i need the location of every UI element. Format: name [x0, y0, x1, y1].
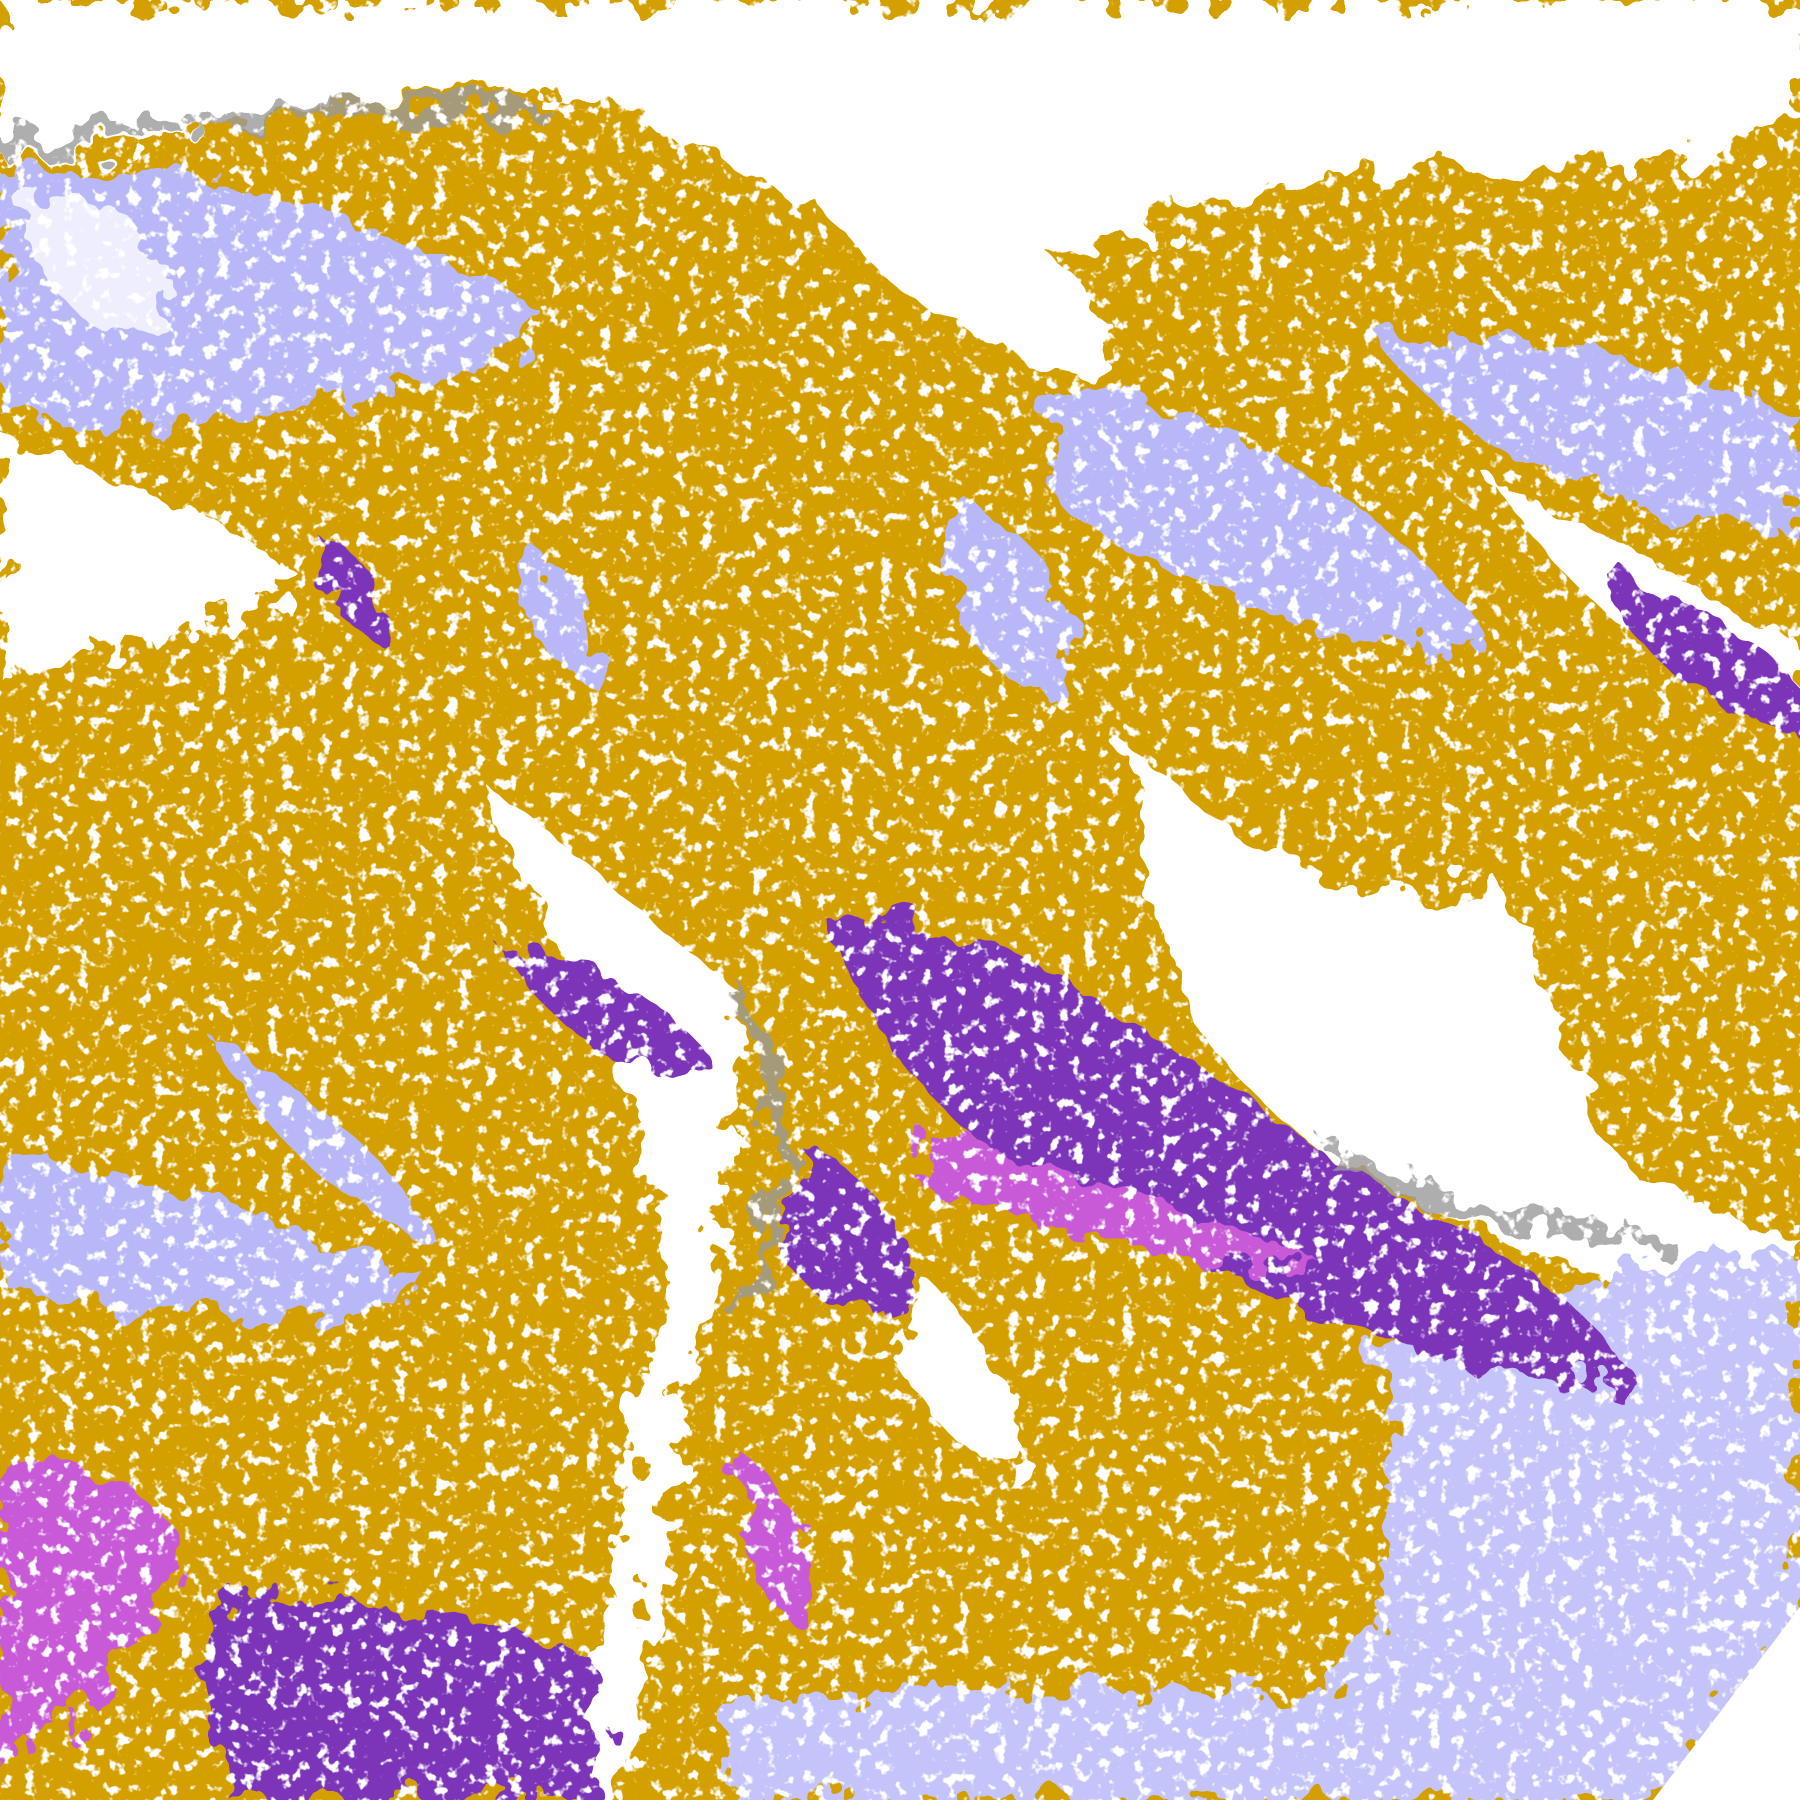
no-data-corner	[1653, 1607, 1800, 1800]
